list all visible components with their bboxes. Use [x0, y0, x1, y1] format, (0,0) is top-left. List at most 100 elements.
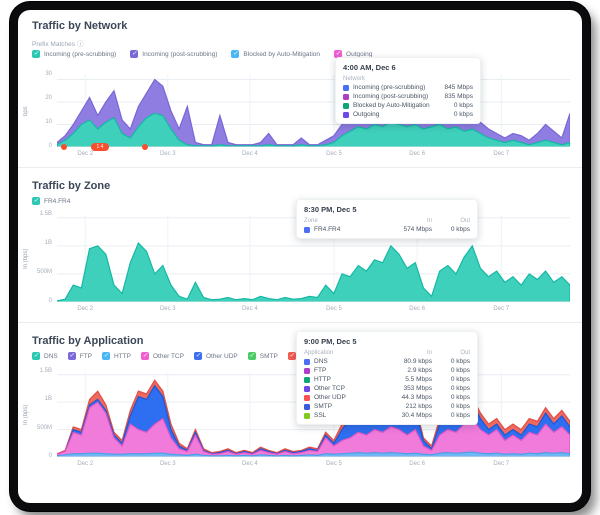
x-label: Dec 5	[326, 306, 342, 312]
network-x-axis: Dec 2 Dec 3 Dec 4 Dec 5 Dec 6 Dec 7	[57, 151, 570, 161]
tooltip-row-label: Blocked by Auto-Mitigation	[353, 102, 430, 109]
application-ytick: 0	[48, 453, 52, 459]
series-swatch	[343, 111, 349, 118]
network-y-axis-label: bps	[23, 106, 29, 116]
checkbox-check-icon	[334, 50, 343, 58]
tooltip-row-in: 30.4 Mbps	[401, 412, 432, 419]
tooltip-timestamp: 4:00 AM, Dec 6	[343, 63, 396, 72]
legend-checkbox-ftp[interactable]: FTP	[67, 352, 93, 360]
checkbox-check-icon	[193, 352, 202, 360]
tooltip-col-label: Zone	[304, 218, 318, 224]
network-ytick: 10	[45, 119, 52, 125]
tooltip-row-in: 80.9 kbps	[403, 358, 432, 365]
network-ytick: 30	[45, 71, 52, 77]
tooltip-row-label: Other UDP	[314, 394, 346, 401]
legend-checkbox-other-tcp[interactable]: Other TCP	[141, 352, 184, 360]
tooltip-row: HTTP 5.5 Mbps 0 kbps	[304, 376, 470, 383]
x-label: Dec 6	[409, 306, 425, 312]
network-chart[interactable]	[57, 75, 570, 147]
tooltip-row-out: 0 kbps	[450, 394, 470, 401]
series-swatch	[343, 93, 349, 100]
tooltip-row-out: 0 kbps	[450, 412, 470, 419]
legend-checkbox-http[interactable]: HTTP	[102, 352, 131, 360]
tooltip-row-label: Outgoing	[353, 111, 380, 118]
checkbox-check-icon	[32, 50, 40, 58]
x-label: Dec 4	[242, 151, 258, 157]
legend-label: SMTP	[259, 352, 278, 360]
tooltip-row: Outgoing 0 kbps	[343, 111, 473, 118]
legend-checkbox-other-udp[interactable]: Other UDP	[193, 352, 238, 360]
legend-label: Blocked by Auto-Mitigation	[243, 50, 321, 58]
tooltip-row-out: 0 kbps	[450, 403, 470, 410]
tooltip-row-out: 0 kbps	[450, 367, 470, 374]
legend-label: DNS	[44, 352, 58, 360]
legend-checkbox-outgoing[interactable]: Outgoing	[334, 50, 372, 58]
network-subtitle: Prefix Matches ⓘ	[32, 38, 84, 48]
legend-checkbox-smtp[interactable]: SMTP	[247, 352, 278, 360]
tooltip-row-in: 2.9 kbps	[407, 367, 432, 374]
legend-checkbox-blocked[interactable]: Blocked by Auto-Mitigation	[231, 50, 320, 58]
tooltip-row: Incoming (pre-scrubbing) 845 Mbps	[343, 84, 473, 91]
series-swatch	[343, 84, 349, 91]
tooltip-col-label: Application	[304, 350, 334, 356]
x-label: Dec 3	[159, 151, 176, 157]
checkbox-check-icon	[231, 50, 240, 58]
legend-label: Other UDP	[205, 352, 238, 360]
tooltip-row-label: Incoming (post-scrubbing)	[353, 93, 429, 100]
x-label: Dec 3	[159, 461, 176, 467]
x-label: Dec 7	[493, 461, 510, 467]
tooltip-row-out: 0 kbps	[450, 358, 470, 365]
tooltip-row: Other UDP 44.3 Mbps 0 kbps	[304, 394, 470, 401]
legend-checkbox-incoming-pre[interactable]: Incoming (pre-scrubbing)	[32, 50, 116, 58]
legend-checkbox-fr4[interactable]: FR4.FR4	[32, 197, 70, 205]
alert-marker-pill[interactable]: 1 4	[91, 143, 109, 151]
network-ytick: 0	[48, 143, 52, 149]
network-legend: Incoming (pre-scrubbing) Incoming (post-…	[32, 50, 372, 58]
application-x-axis: Dec 2 Dec 3 Dec 4 Dec 5 Dec 6 Dec 7	[57, 461, 570, 471]
series-swatch	[304, 358, 310, 365]
tooltip-row: DNS 80.9 kbps 0 kbps	[304, 358, 470, 365]
checkbox-check-icon	[67, 352, 76, 360]
application-ytick: 1.5B	[39, 368, 52, 374]
section-divider	[18, 167, 582, 168]
zone-ytick: 1.5B	[39, 211, 52, 217]
tooltip-row-label: FTP	[314, 367, 327, 374]
x-label: Dec 4	[242, 306, 258, 312]
tooltip-col-in: In	[426, 350, 432, 356]
x-label: Dec 5	[326, 461, 342, 467]
tooltip-row: FR4.FR4 574 Mbps 0 kbps	[304, 226, 470, 233]
alert-marker-dot[interactable]	[142, 144, 148, 150]
legend-checkbox-dns[interactable]: DNS	[32, 352, 58, 360]
tooltip-row: SSL 30.4 Mbps 0 kbps	[304, 412, 470, 419]
alert-marker-dot[interactable]	[61, 144, 67, 150]
tooltip-col-in: In	[426, 218, 432, 224]
legend-checkbox-incoming-post[interactable]: Incoming (post-scrubbing)	[130, 50, 217, 58]
application-y-axis-label: In (bps)	[23, 404, 29, 425]
prefix-matches-label: Prefix Matches	[32, 41, 75, 48]
legend-label: Incoming (post-scrubbing)	[142, 50, 218, 58]
x-label: Dec 7	[493, 306, 510, 312]
info-icon[interactable]: ⓘ	[77, 41, 84, 48]
x-label: Dec 6	[409, 151, 425, 157]
zone-tooltip: 8:30 PM, Dec 5 Zone In Out FR4.FR4 574 Mb…	[296, 199, 478, 239]
tooltip-column-header: Application In Out	[304, 350, 470, 356]
tooltip-column-header: Zone In Out	[304, 218, 470, 224]
tooltip-row-out: 0 kbps	[450, 376, 470, 383]
network-ytick: 20	[45, 95, 52, 101]
application-panel-title: Traffic by Application	[32, 335, 144, 347]
legend-label: Outgoing	[346, 50, 373, 58]
checkbox-check-icon	[141, 352, 149, 360]
checkbox-check-icon	[287, 352, 296, 360]
network-panel-title: Traffic by Network	[32, 20, 128, 32]
legend-label: HTTP	[114, 352, 131, 360]
legend-label: FTP	[79, 352, 93, 360]
tooltip-col-out: Out	[460, 218, 470, 224]
tooltip-row-in: 5.5 Mbps	[405, 376, 432, 383]
tooltip-row-label: HTTP	[314, 376, 331, 383]
tooltip-row-in: 353 Mbps	[403, 385, 432, 392]
tooltip-row: SMTP 212 kbps 0 kbps	[304, 403, 470, 410]
zone-x-axis: Dec 2 Dec 3 Dec 4 Dec 5 Dec 6 Dec 7	[57, 306, 570, 316]
tooltip-row-out: 0 kbps	[450, 226, 470, 233]
legend-label: FR4.FR4	[44, 197, 71, 205]
